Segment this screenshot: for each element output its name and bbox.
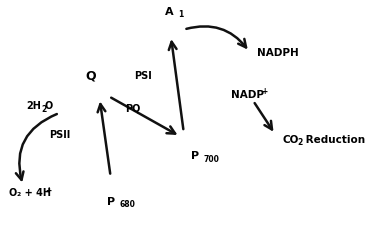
Text: NADP: NADP bbox=[231, 90, 264, 100]
Text: Reduction: Reduction bbox=[303, 134, 366, 144]
Text: PQ: PQ bbox=[125, 103, 140, 113]
Text: A: A bbox=[165, 7, 174, 17]
Text: +: + bbox=[261, 87, 267, 96]
Text: P: P bbox=[191, 151, 199, 160]
Text: O: O bbox=[45, 101, 53, 111]
Text: PSII: PSII bbox=[49, 130, 70, 140]
Text: 2: 2 bbox=[298, 137, 303, 146]
Text: O: O bbox=[8, 187, 16, 197]
Text: Q: Q bbox=[85, 69, 96, 82]
Text: 700: 700 bbox=[204, 154, 220, 163]
Text: 680: 680 bbox=[120, 199, 136, 208]
Text: 2H: 2H bbox=[27, 101, 42, 111]
Text: CO: CO bbox=[282, 134, 299, 144]
Text: +: + bbox=[45, 185, 51, 194]
Text: 1: 1 bbox=[178, 10, 184, 19]
Text: ₂ + 4H: ₂ + 4H bbox=[17, 187, 51, 197]
Text: 2: 2 bbox=[41, 104, 46, 113]
Text: PSI: PSI bbox=[134, 71, 152, 81]
Text: NADPH: NADPH bbox=[257, 48, 299, 58]
Text: P: P bbox=[107, 196, 115, 206]
